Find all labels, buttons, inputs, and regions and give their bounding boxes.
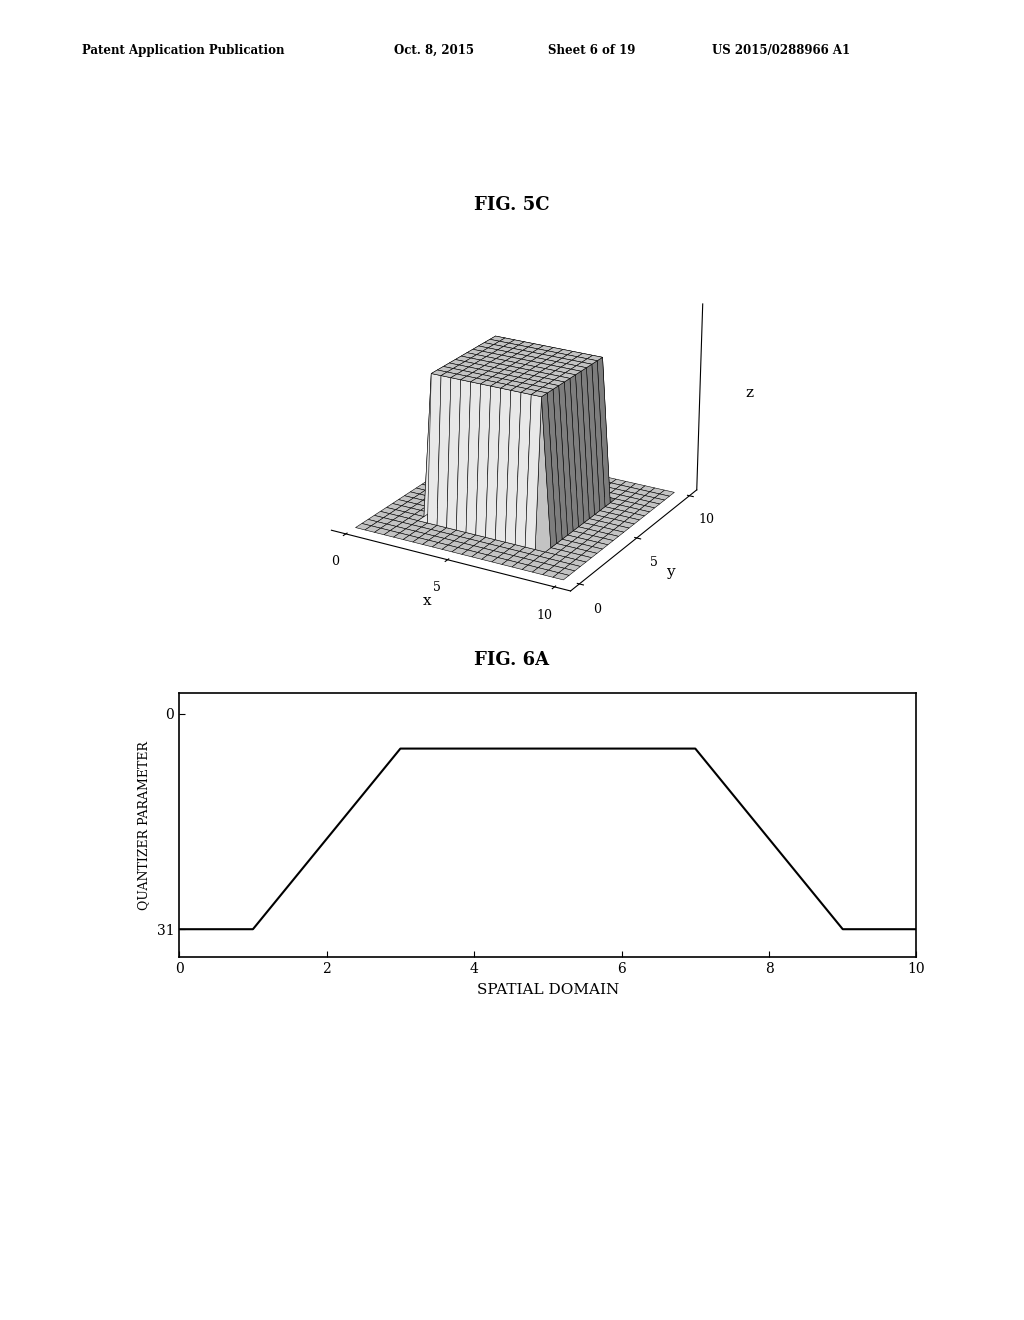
Text: US 2015/0288966 A1: US 2015/0288966 A1 bbox=[712, 44, 850, 57]
X-axis label: SPATIAL DOMAIN: SPATIAL DOMAIN bbox=[477, 983, 618, 997]
Text: Oct. 8, 2015: Oct. 8, 2015 bbox=[394, 44, 474, 57]
Y-axis label: QUANTIZER PARAMETER: QUANTIZER PARAMETER bbox=[137, 741, 150, 909]
X-axis label: x: x bbox=[423, 594, 431, 609]
Text: FIG. 5C: FIG. 5C bbox=[474, 195, 550, 214]
Text: Sheet 6 of 19: Sheet 6 of 19 bbox=[548, 44, 635, 57]
Text: FIG. 6A: FIG. 6A bbox=[474, 651, 550, 669]
Text: Patent Application Publication: Patent Application Publication bbox=[82, 44, 285, 57]
Y-axis label: y: y bbox=[666, 565, 675, 579]
